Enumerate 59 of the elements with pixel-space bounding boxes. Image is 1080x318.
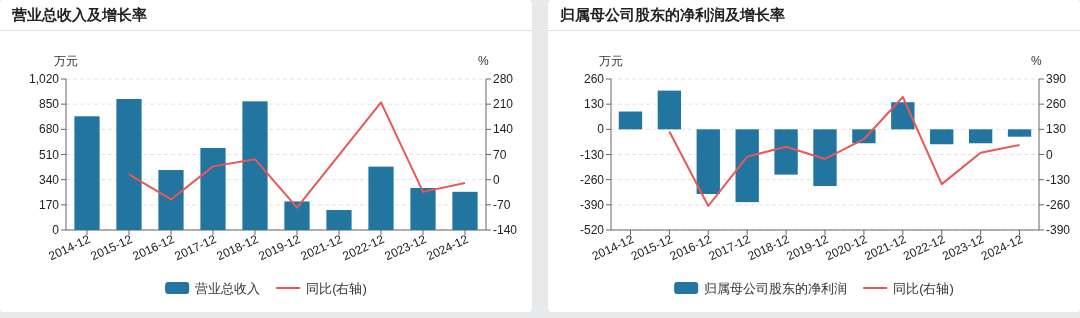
y-tick-label: 510 (38, 147, 60, 162)
y-tick-label: 680 (38, 122, 60, 137)
legend-label: 营业总收入 (195, 281, 261, 296)
y2-tick-label: 140 (493, 122, 514, 137)
bar (284, 201, 310, 230)
bar (1007, 129, 1032, 137)
y-tick-label: -260 (579, 172, 605, 187)
y-tick-label: 850 (38, 97, 60, 112)
bar (735, 129, 759, 203)
y-tick-label: 170 (38, 197, 60, 212)
bar (116, 98, 142, 230)
chart-title: 归属母公司股东的净利润及增长率 (559, 6, 785, 23)
y2-axis-title: % (1031, 54, 1042, 68)
y2-tick-label: -70 (493, 197, 511, 212)
bar (200, 147, 226, 230)
y-tick-label: 260 (583, 72, 605, 86)
y2-tick-label: 0 (493, 172, 500, 187)
y2-tick-label: 390 (1046, 72, 1067, 86)
y2-tick-label: 210 (493, 97, 514, 112)
y-tick-label: 130 (583, 97, 605, 112)
y2-tick-label: 0 (1046, 147, 1053, 162)
bar (74, 116, 100, 230)
y2-tick-label: 260 (1046, 97, 1067, 112)
bar (410, 187, 436, 230)
bar (774, 129, 798, 175)
y2-tick-label: -260 (1046, 197, 1071, 212)
y-tick-label: 0 (597, 122, 605, 137)
legend-label: 同比(右轴) (306, 281, 367, 296)
bar (813, 129, 837, 187)
legend-label: 同比(右轴) (893, 281, 954, 296)
bar (696, 129, 720, 194)
y2-tick-label: -390 (1046, 223, 1071, 237)
bar (326, 210, 352, 230)
y-tick-label: 0 (52, 223, 60, 237)
line-series (668, 96, 1021, 207)
bar (657, 90, 682, 130)
y-axis-title: 万元 (54, 54, 78, 68)
y-tick-label: -390 (579, 197, 605, 212)
bar (368, 166, 394, 230)
y2-tick-label: -130 (1046, 172, 1071, 187)
bar (968, 129, 993, 144)
bar (158, 170, 184, 230)
y2-tick-label: -140 (493, 223, 518, 237)
y-axis-title: 万元 (599, 54, 623, 68)
bar (930, 129, 954, 145)
y-tick-label: 1,020 (28, 72, 60, 86)
y2-axis-title: % (478, 54, 489, 68)
legend-label: 归属母公司股东的净利润 (704, 281, 848, 296)
y-tick-label: -520 (579, 223, 605, 237)
y-tick-label: -130 (579, 147, 605, 162)
y2-tick-label: 130 (1046, 122, 1067, 137)
chart-title: 营业总收入及增长率 (11, 6, 147, 23)
bar (452, 191, 478, 230)
bar (618, 111, 643, 130)
y2-tick-label: 280 (493, 72, 514, 86)
y-tick-label: 340 (38, 172, 60, 187)
y2-tick-label: 70 (493, 147, 507, 162)
line-series (128, 101, 466, 209)
bar (242, 101, 268, 230)
